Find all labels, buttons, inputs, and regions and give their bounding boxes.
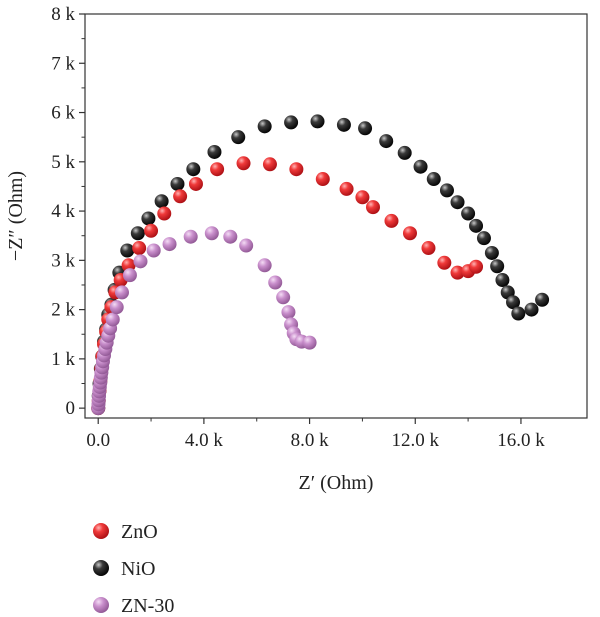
y-tick-label: 0	[66, 398, 76, 419]
point-zn-30	[223, 229, 238, 244]
point-nio	[130, 226, 145, 241]
y-tick-label: 6 k	[51, 103, 75, 124]
point-zno	[132, 241, 147, 256]
legend: ZnO NiO ZN-30	[93, 521, 174, 617]
point-zno	[289, 162, 304, 177]
x-tick-label: 0.0	[86, 430, 110, 451]
point-zno	[339, 181, 354, 196]
point-zno	[355, 190, 370, 205]
point-zno	[236, 156, 251, 171]
point-nio	[426, 172, 441, 187]
x-tick-label: 8.0 k	[291, 430, 330, 451]
y-tick-label: 8 k	[51, 4, 75, 25]
series-zno	[91, 156, 484, 416]
point-nio	[476, 231, 491, 246]
y-tick-label: 2 k	[51, 300, 75, 321]
point-nio	[461, 206, 476, 221]
point-nio	[358, 121, 373, 136]
point-zno	[210, 162, 225, 177]
x-tick-label: 16.0 k	[497, 430, 545, 451]
point-zno	[188, 176, 203, 191]
point-nio	[413, 159, 428, 174]
point-nio	[506, 295, 521, 310]
y-axis-title: −Z″ (Ohm)	[5, 171, 27, 261]
point-nio	[336, 117, 351, 132]
x-axis-title: Z′ (Ohm)	[299, 472, 374, 494]
point-nio	[439, 183, 454, 198]
point-zno	[402, 226, 417, 241]
point-nio	[535, 292, 550, 307]
point-zn-30	[105, 312, 120, 327]
plot-points	[91, 114, 550, 416]
point-zn-30	[146, 243, 161, 258]
legend-label-zno: ZnO	[121, 521, 158, 543]
y-tick-label: 5 k	[51, 152, 75, 173]
point-nio	[207, 144, 222, 159]
point-zno	[450, 265, 465, 280]
plot-frame	[84, 13, 588, 419]
y-tick-label: 3 k	[51, 250, 75, 271]
point-zno	[384, 213, 399, 228]
point-nio	[495, 273, 510, 288]
point-nio	[141, 211, 156, 226]
legend-label-zn-30: ZN-30	[121, 595, 174, 617]
point-zn-30	[162, 237, 177, 252]
point-nio	[450, 195, 465, 210]
point-nio	[120, 243, 135, 258]
point-zno	[315, 172, 330, 187]
point-nio	[310, 114, 325, 129]
point-nio	[511, 306, 526, 321]
point-zn-30	[109, 300, 124, 315]
point-zn-30	[204, 226, 219, 241]
point-zno	[262, 157, 277, 172]
point-nio	[379, 134, 394, 149]
point-nio	[284, 115, 299, 130]
x-tick-label: 12.0 k	[392, 430, 440, 451]
point-zn-30	[183, 229, 198, 244]
point-nio	[397, 145, 412, 160]
point-zn-30	[122, 268, 137, 283]
point-zno	[173, 189, 188, 204]
x-axis: 0.0 4.0 k 8.0 k 12.0 k 16.0 k	[86, 418, 545, 451]
series-zn-30	[91, 226, 317, 416]
point-nio	[231, 130, 246, 145]
legend-marker-zno	[93, 523, 109, 539]
point-nio	[484, 245, 499, 260]
y-tick-label: 4 k	[51, 201, 75, 222]
x-tick-label: 4.0 k	[185, 430, 224, 451]
y-axis: 0 1 k 2 k 3 k 4 k 5 k 6 k 7 k 8 k	[51, 4, 85, 419]
point-zn-30	[257, 258, 272, 273]
point-nio	[257, 119, 272, 134]
point-zno	[157, 206, 172, 221]
point-zn-30	[281, 305, 296, 320]
point-zn-30	[114, 285, 129, 300]
point-zno	[469, 259, 484, 274]
legend-marker-nio	[93, 560, 109, 576]
point-nio	[154, 194, 169, 209]
point-nio	[186, 162, 201, 177]
y-tick-label: 1 k	[51, 349, 75, 370]
point-nio	[170, 176, 185, 191]
point-zno	[365, 200, 380, 215]
legend-marker-zn-30	[93, 597, 109, 613]
point-zno	[421, 241, 436, 256]
point-zno	[437, 255, 452, 270]
point-nio	[524, 302, 539, 317]
point-zn-30	[239, 238, 254, 253]
point-zno	[144, 223, 159, 238]
point-nio	[490, 259, 505, 274]
legend-label-nio: NiO	[121, 558, 155, 580]
point-zn-30	[302, 335, 317, 350]
point-zn-30	[276, 290, 291, 305]
y-tick-label: 7 k	[51, 53, 75, 74]
point-zn-30	[133, 254, 148, 269]
point-nio	[469, 218, 484, 233]
point-zn-30	[268, 275, 283, 290]
